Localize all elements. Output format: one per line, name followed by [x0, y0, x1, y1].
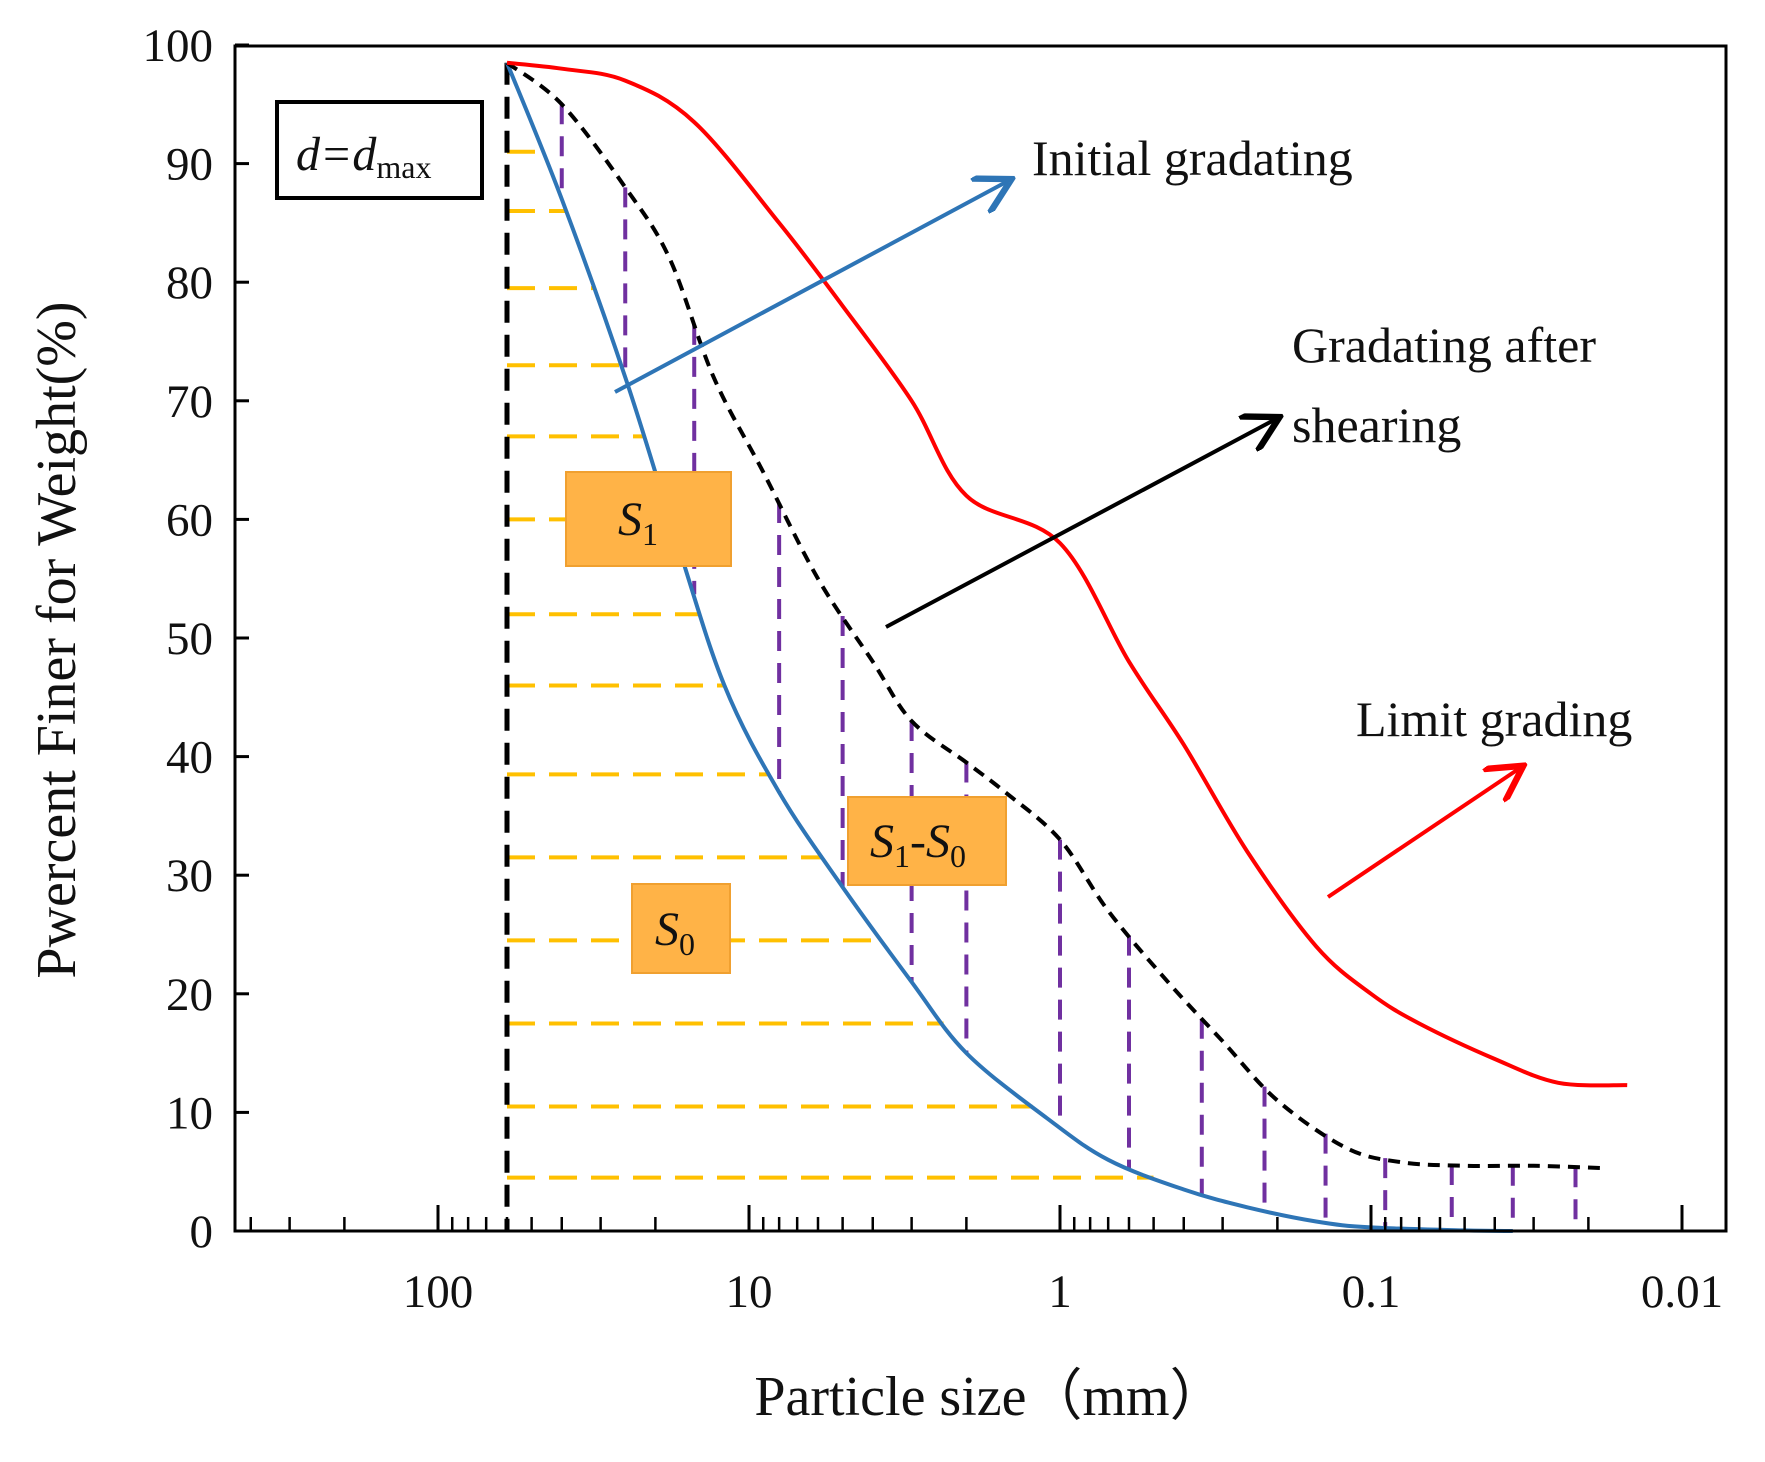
s0-sub: 0: [679, 926, 695, 962]
svg-text:S1: S1: [618, 493, 658, 552]
y-axis-title: Pwercent Finer for Weight(%): [26, 301, 88, 978]
s10-b-sub: 0: [950, 838, 966, 874]
s0-main: S: [655, 903, 679, 956]
initial-arrow: [614, 181, 1008, 394]
plot-frame: [233, 44, 1728, 1233]
y-tick-label: 40: [166, 732, 213, 784]
x-tick-label: 10: [726, 1266, 773, 1318]
after-shearing-label-1: Gradating after: [1292, 317, 1596, 373]
x-axis-title: Particle size（mm）: [754, 1366, 1225, 1428]
x-tick-label: 0.1: [1342, 1266, 1401, 1318]
svg-text:S1-S0: S1-S0: [870, 815, 966, 874]
s0-hatch-lines: [506, 149, 1154, 1180]
y-tick-label: 80: [166, 257, 213, 309]
series-line-initial-gradating: [505, 62, 1513, 1233]
s1-label-box: S1: [565, 471, 732, 567]
y-tick-label: 70: [166, 376, 213, 428]
y-tick-label: 0: [190, 1206, 214, 1258]
y-tick-label: 100: [143, 20, 214, 72]
after-shearing-arrow: [885, 419, 1276, 629]
initial-label: Initial gradating: [1032, 130, 1353, 186]
x-tick-label: 1: [1048, 1266, 1072, 1318]
s10-a-sub: 1: [894, 838, 910, 874]
dmax-label-box: d=dmax: [275, 100, 484, 200]
y-tick-label: 30: [166, 850, 213, 902]
svg-text:d=dmax: d=dmax: [296, 128, 431, 185]
s1-sub: 1: [642, 516, 658, 552]
limit-arrow: [1326, 768, 1520, 899]
y-tick-label: 90: [166, 139, 213, 191]
series-line-limit-grading: [506, 60, 1628, 1088]
x-axis-ticks: 100 10 1 0.1 0.01: [249, 1205, 1723, 1318]
y-tick-label: 20: [166, 969, 213, 1021]
y-tick-label: 10: [166, 1087, 213, 1139]
x-tick-label: 0.01: [1641, 1266, 1723, 1318]
dmax-label: d=d: [296, 128, 377, 181]
s10-dash: -S: [910, 815, 950, 868]
y-tick-label: 60: [166, 494, 213, 546]
s10-a: S: [870, 815, 894, 868]
s1-main: S: [618, 493, 642, 546]
series-line-gradating-after-shearing: [505, 61, 1603, 1171]
svg-text:S0: S0: [655, 903, 695, 962]
s1-s0-label-box: S1-S0: [847, 796, 1007, 886]
x-tick-label: 100: [403, 1266, 474, 1318]
after-shearing-label-2: shearing: [1292, 397, 1461, 453]
limit-label: Limit grading: [1356, 691, 1632, 747]
difference-hatch-lines: [559, 104, 1578, 1231]
series-layer: [505, 60, 1628, 1233]
s0-label-box: S0: [631, 883, 731, 974]
dmax-sub: max: [376, 149, 431, 185]
y-axis-ticks: 0 10 20 30 40 50 60 70 80 90 100: [143, 20, 249, 1258]
y-tick-label: 50: [166, 613, 213, 665]
